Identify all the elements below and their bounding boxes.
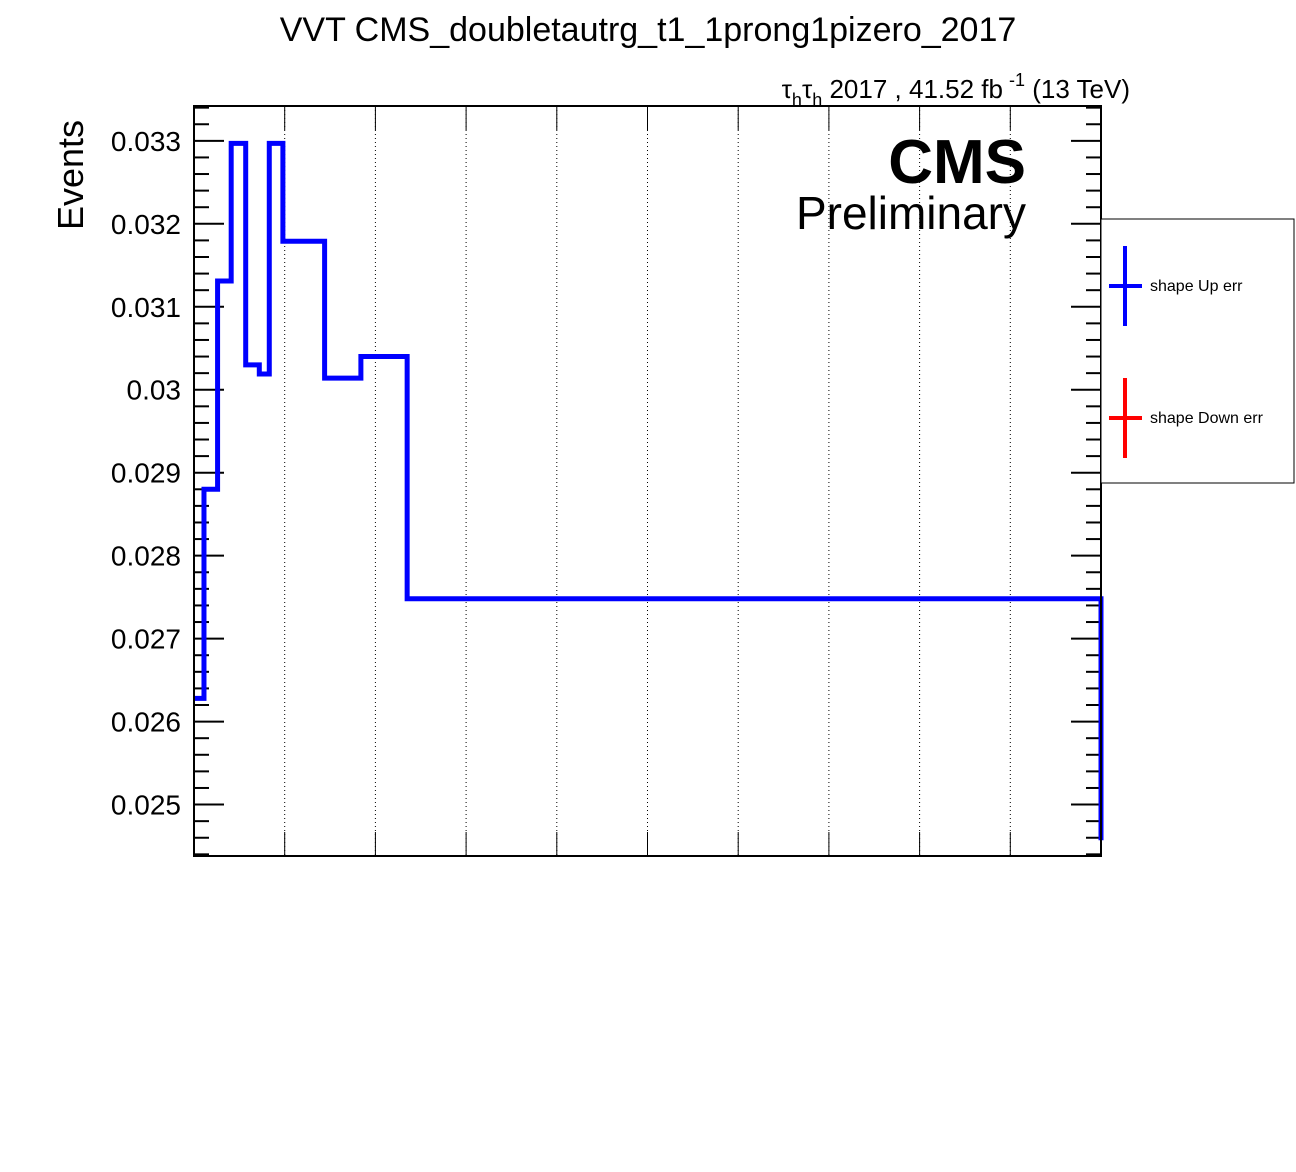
legend-entry-down: shape Down err <box>1109 378 1264 458</box>
y-tick-label: 0.031 <box>111 292 181 323</box>
lumi-tau-2: τ <box>802 74 813 104</box>
legend-label-up: shape Up err <box>1150 278 1243 295</box>
y-tick-label: 0.027 <box>111 624 181 655</box>
y-tick-labels: 0.025 0.026 0.027 0.028 0.029 0.03 0.031 0.032 0… <box>111 126 181 821</box>
lumi-tau-1: τ <box>782 74 793 104</box>
lumi-text: 2017 , 41.52 fb <box>829 74 1002 104</box>
lumi-energy: (13 TeV) <box>1032 74 1130 104</box>
legend-entry-up: shape Up err <box>1109 246 1243 326</box>
y-tick-label: 0.033 <box>111 126 181 157</box>
lumi-sup: -1 <box>1009 70 1025 90</box>
legend-box <box>1100 218 1295 484</box>
series-line-0 <box>194 140 1104 841</box>
y-tick-label: 0.025 <box>111 790 181 821</box>
y-tick-label: 0.029 <box>111 458 181 489</box>
legend-label-down: shape Down err <box>1150 410 1264 427</box>
chart-title: VVT CMS_doubletautrg_t1_1prong1pizero_20… <box>280 11 1017 49</box>
lumi-sub-1: h <box>792 90 802 110</box>
y-tick-label: 0.028 <box>111 541 181 572</box>
ticks-layer <box>194 106 1101 856</box>
grid-layer <box>284 106 1011 856</box>
y-tick-label: 0.03 <box>127 375 182 406</box>
y-tick-label: 0.026 <box>111 707 181 738</box>
y-tick-label: 0.032 <box>111 209 181 240</box>
lumi-label: τhτh 2017 , 41.52 fb -1 (13 TeV) <box>782 70 1130 110</box>
series-layer <box>194 140 1104 841</box>
y-axis-label: Events <box>50 120 91 230</box>
legend: shape Up err shape Down err <box>1100 218 1295 484</box>
cms-sublabel: Preliminary <box>796 187 1026 239</box>
cms-label: CMS <box>888 128 1026 197</box>
lumi-sub-2: h <box>812 90 822 110</box>
